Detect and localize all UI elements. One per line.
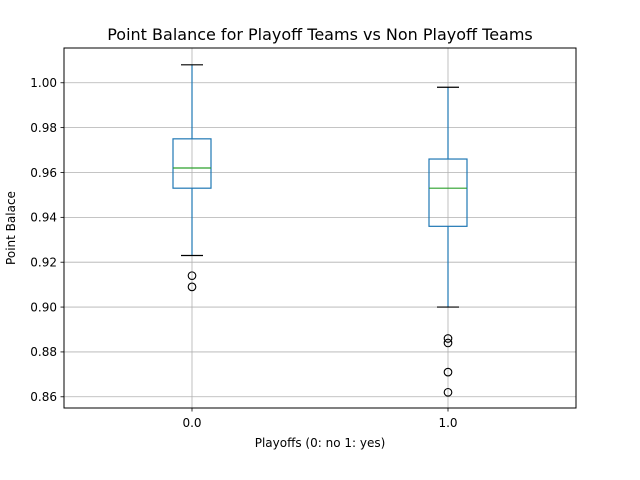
outlier-point [443, 338, 453, 348]
box-group [172, 64, 212, 292]
y-tick-label: 0.88 [30, 345, 57, 359]
y-tick-label: 1.00 [30, 76, 57, 90]
y-tick-label: 0.96 [30, 166, 57, 180]
outlier-point [187, 271, 197, 281]
outlier-point [443, 367, 453, 377]
x-axis-ticks: 0.0 1.0 [182, 408, 458, 430]
outlier-point [443, 334, 453, 343]
x-tick-label: 1.0 [438, 416, 457, 430]
box-series [172, 64, 468, 397]
x-axis-label: Playoffs (0: no 1: yes) [255, 436, 386, 450]
plot-frame [63, 47, 577, 409]
y-axis-label: Point Balace [4, 191, 18, 265]
y-tick-label: 0.98 [30, 121, 57, 135]
outlier-point [443, 387, 453, 397]
outlier-point [187, 282, 197, 292]
box-iqr [172, 138, 212, 189]
box-group [428, 86, 468, 397]
x-tick-label: 0.0 [182, 416, 201, 430]
y-tick-label: 0.86 [30, 390, 57, 404]
y-tick-label: 0.92 [30, 256, 57, 270]
box-iqr [428, 158, 468, 227]
chart-title: Point Balance for Playoff Teams vs Non P… [107, 25, 533, 44]
y-axis-ticks: 0.86 0.88 0.90 0.92 0.94 0.96 0.98 1.00 [30, 76, 64, 404]
y-tick-label: 0.94 [30, 211, 57, 225]
y-tick-label: 0.90 [30, 300, 57, 314]
